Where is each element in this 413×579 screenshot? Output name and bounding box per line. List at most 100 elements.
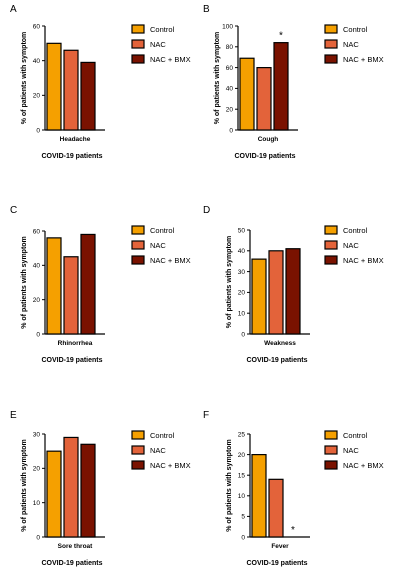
y-tick-label-f: 0 [241,534,245,541]
y-tick-label-f: 5 [241,514,245,521]
bar-c-nac [63,256,79,335]
y-tick-label-f: 15 [238,473,246,480]
y-tick-label-e: 0 [36,534,40,541]
legend-label-d: NAC + BMX [343,256,384,265]
y-axis-title-d: % of patients with symptom [226,236,233,329]
bar-b-nac-bmx [273,42,289,131]
y-tick-label-b: 60 [226,65,234,72]
x-axis-title-e: COVID-19 patients [41,560,102,567]
panel-letter-a: A [10,4,17,15]
legend-label-f: NAC + BMX [343,461,384,470]
bar-d-control [251,258,267,335]
x-axis-title-a: COVID-19 patients [41,153,102,160]
panel-letter-f: F [203,410,209,421]
legend-swatch-d [324,225,338,235]
legend-swatch-f [324,430,338,440]
y-tick-label-f: 25 [238,431,246,438]
panel-letter-d: D [203,205,210,216]
legend-label-f: Control [343,431,368,440]
legend-swatch-e [131,430,145,440]
legend-swatch-f [324,460,338,470]
bar-c-control [46,237,62,335]
y-axis-title-c: % of patients with symptom [21,236,28,329]
legend-label-e: NAC [150,446,166,455]
y-tick-label-a: 40 [33,58,41,65]
y-tick-label-f: 10 [238,493,246,500]
legend-label-d: NAC [343,241,359,250]
bar-b-control [239,57,255,131]
panel-letter-e: E [10,410,17,421]
y-tick-label-d: 50 [238,227,246,234]
x-category-a: Headache [60,136,91,143]
x-axis-title-d: COVID-19 patients [246,357,307,364]
x-axis-title-b: COVID-19 patients [234,153,295,160]
legend-label-b: Control [343,25,368,34]
y-tick-label-f: 20 [238,452,246,459]
bar-d-nac-bmx [285,248,301,335]
y-tick-label-a: 0 [36,127,40,134]
legend-swatch-e [131,445,145,455]
bar-a-control [46,42,62,131]
legend-label-b: NAC + BMX [343,55,384,64]
bar-e-control [46,450,62,538]
x-axis-title-c: COVID-19 patients [41,357,102,364]
legend-swatch-b [324,24,338,34]
legend-swatch-d [324,255,338,265]
x-category-b: Cough [258,136,279,143]
bar-f-nac [268,478,284,538]
y-tick-label-a: 20 [33,93,41,100]
legend-swatch-c [131,255,145,265]
x-category-e: Sore throat [58,543,94,550]
legend-label-b: NAC [343,40,359,49]
y-tick-label-e: 30 [33,431,41,438]
x-category-d: Weakness [264,340,296,347]
bar-b-nac [256,66,272,131]
legend-swatch-c [131,225,145,235]
y-axis-title-a: % of patients with symptom [21,32,28,125]
significance-star-b: * [279,31,283,42]
y-tick-label-c: 0 [36,331,40,338]
panel-letter-b: B [203,4,210,15]
bar-e-nac-bmx [80,443,96,538]
x-category-c: Rhinorrhea [58,340,93,347]
legend-label-e: Control [150,431,175,440]
y-tick-label-b: 0 [229,127,233,134]
y-tick-label-d: 0 [241,331,245,338]
y-tick-label-c: 20 [33,297,41,304]
legend-swatch-a [131,54,145,64]
legend-label-a: NAC [150,40,166,49]
x-axis-title-f: COVID-19 patients [246,560,307,567]
panel-letter-c: C [10,205,17,216]
y-tick-label-d: 30 [238,269,246,276]
legend-label-f: NAC [343,446,359,455]
legend-label-a: NAC + BMX [150,55,191,64]
legend-label-a: Control [150,25,175,34]
bar-e-nac [63,436,79,538]
y-tick-label-d: 10 [238,311,246,318]
y-tick-label-c: 40 [33,263,41,270]
legend-label-d: Control [343,226,368,235]
bar-c-nac-bmx [80,233,96,335]
bar-a-nac-bmx [80,61,96,131]
y-tick-label-b: 100 [222,23,233,30]
y-tick-label-e: 20 [33,466,41,473]
bar-f-control [251,454,267,538]
y-tick-label-d: 40 [238,248,246,255]
legend-swatch-a [131,39,145,49]
y-axis-title-e: % of patients with symptom [21,439,28,532]
y-axis-title-f: % of patients with symptom [226,439,233,532]
y-tick-label-b: 80 [226,44,234,51]
legend-label-c: Control [150,226,175,235]
legend-swatch-f [324,445,338,455]
x-category-f: Fever [271,543,289,550]
bar-a-nac [63,49,79,131]
legend-swatch-b [324,54,338,64]
y-tick-label-c: 60 [33,228,41,235]
legend-swatch-b [324,39,338,49]
legend-swatch-a [131,24,145,34]
bar-d-nac [268,250,284,335]
y-tick-label-d: 20 [238,290,246,297]
legend-swatch-c [131,240,145,250]
